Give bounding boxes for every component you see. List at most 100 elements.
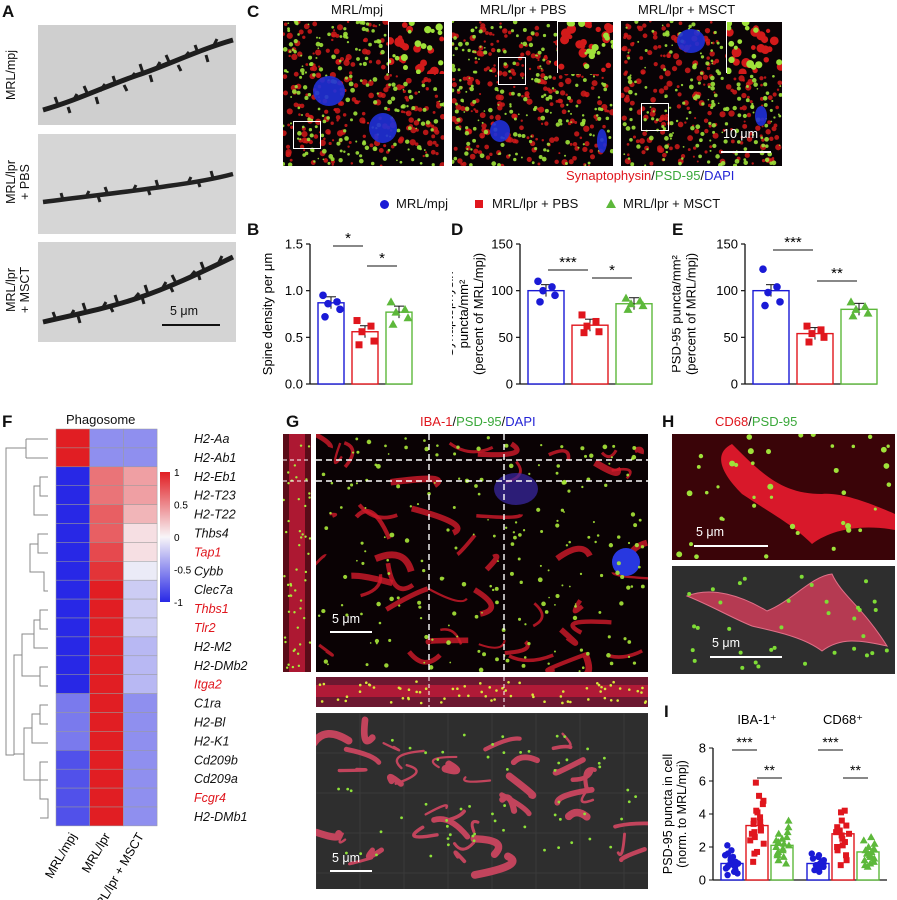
heatmap-cell — [89, 617, 124, 638]
psd95-punctum — [447, 624, 450, 627]
synaptophysin-punctum — [558, 152, 561, 155]
synaptophysin-punctum — [632, 135, 637, 139]
synaptophysin-punctum — [509, 68, 515, 74]
psd95-punctum — [339, 149, 343, 153]
psd95-punctum — [495, 600, 499, 605]
psd95-punctum — [734, 128, 740, 134]
synaptophysin-punctum — [576, 99, 582, 105]
psd95-punctum — [399, 160, 403, 164]
psd95-punctum — [756, 87, 759, 90]
psd95-punctum — [283, 69, 288, 73]
heatmap-cell — [55, 561, 90, 581]
psd95-punctum — [512, 531, 516, 534]
data-point — [757, 814, 764, 821]
synaptophysin-punctum — [528, 67, 532, 71]
heatmap-cell — [55, 750, 90, 770]
psd95-punctum — [535, 72, 540, 77]
data-point — [838, 832, 845, 839]
psd95-punctum — [343, 31, 348, 37]
y-tick-label: 4 — [699, 807, 706, 822]
psd95-punctum — [541, 95, 544, 99]
psd95-punctum — [678, 161, 682, 166]
psd95-punctum — [764, 157, 770, 163]
psd95-punctum — [420, 121, 426, 126]
psd95-punctum — [364, 56, 369, 61]
synaptophysin-punctum — [641, 70, 645, 75]
psd95-punctum — [289, 122, 293, 125]
synaptophysin-punctum — [559, 90, 566, 96]
psd95-punctum — [743, 160, 748, 166]
synaptophysin-punctum — [582, 146, 588, 153]
psd95-punctum — [461, 100, 464, 103]
synaptophysin-punctum — [565, 93, 568, 97]
synaptophysin-punctum — [500, 163, 505, 166]
psd95-punctum — [474, 70, 478, 74]
psd95-punctum — [368, 42, 372, 47]
synaptophysin-punctum — [512, 138, 517, 144]
synaptophysin-punctum — [708, 124, 712, 128]
synaptophysin-punctum — [427, 140, 433, 147]
surface-process — [382, 742, 401, 752]
psd95-punctum — [695, 94, 698, 97]
synaptophysin-punctum — [669, 146, 673, 151]
synaptophysin-punctum — [348, 141, 352, 145]
psd95-punctum — [537, 464, 540, 467]
data-point — [728, 847, 735, 854]
microglia-process — [425, 637, 469, 646]
psd95-punctum — [321, 148, 327, 154]
psd95-punctum — [651, 29, 655, 33]
psd95-punctum — [594, 540, 597, 544]
psd95-punctum — [631, 125, 636, 130]
data-point — [864, 843, 873, 850]
synaptophysin-punctum — [751, 162, 754, 165]
synaptophysin-punctum — [624, 34, 628, 38]
psd95-punctum — [553, 32, 558, 37]
microglia-process — [427, 587, 468, 603]
heatmap-cell — [123, 447, 158, 468]
psd95-punctum — [737, 96, 742, 101]
psd95-punctum — [380, 49, 385, 55]
psd95-punctum — [510, 29, 515, 33]
synaptophysin-punctum — [291, 53, 298, 61]
psd95-punctum — [403, 81, 408, 87]
psd95-punctum — [583, 454, 588, 458]
synaptophysin-punctum — [709, 51, 715, 57]
psd95-punctum — [665, 150, 669, 154]
psd95-punctum — [710, 81, 716, 87]
colorbar-tick-label: 0.5 — [174, 501, 188, 512]
psd95-punctum — [549, 111, 552, 114]
synaptophysin-punctum — [312, 21, 318, 27]
scale-label-g: 5 μm — [332, 612, 361, 626]
scale-bar-c — [721, 151, 771, 153]
psd95-punctum — [393, 142, 397, 147]
surface-process — [470, 852, 517, 879]
microglia-process — [385, 562, 415, 592]
psd95-punctum — [522, 529, 526, 532]
psd95-punctum — [655, 118, 659, 122]
microglia-process — [555, 545, 593, 562]
psd95-punctum — [474, 51, 477, 54]
data-point — [724, 842, 731, 849]
psd95-punctum — [376, 463, 381, 469]
psd95-punctum — [548, 596, 550, 599]
psd95-punctum — [736, 82, 741, 87]
psd95-punctum — [688, 111, 692, 114]
colorbar-tick-label: 0 — [174, 533, 180, 544]
psd95-punctum — [456, 117, 461, 122]
psd95-punctum — [763, 82, 768, 87]
data-point — [729, 853, 737, 861]
psd95-punctum — [476, 446, 481, 451]
psd95-punctum — [509, 103, 512, 106]
surface-process — [613, 821, 648, 829]
psd95-punctum — [433, 119, 439, 124]
psd95-punctum — [369, 79, 372, 82]
psd95-punctum — [424, 446, 429, 452]
synaptophysin-punctum — [283, 22, 288, 26]
y-tick-label: 1.5 — [285, 237, 303, 252]
synaptophysin-punctum — [709, 145, 713, 149]
synaptophysin-punctum — [574, 131, 580, 137]
synaptophysin-punctum — [455, 104, 462, 111]
synaptophysin-punctum — [557, 98, 563, 104]
synaptophysin-punctum — [657, 44, 662, 49]
data-point — [834, 824, 841, 831]
